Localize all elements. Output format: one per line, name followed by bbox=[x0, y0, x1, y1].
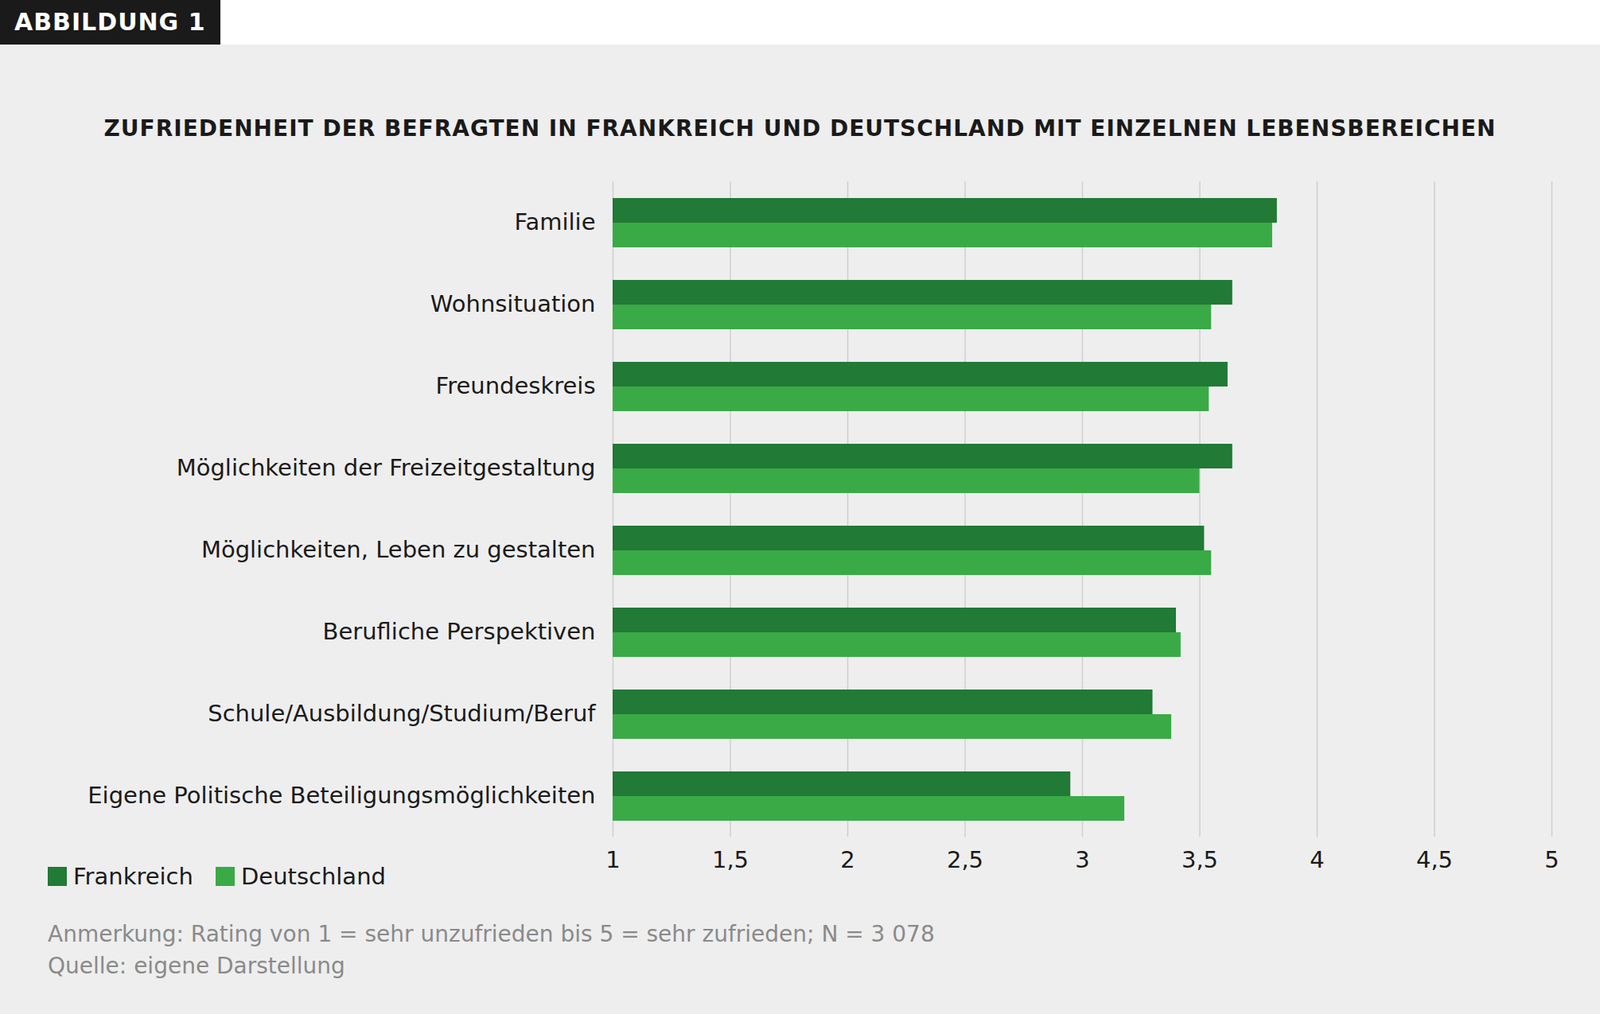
svg-text:Schule/Ausbildung/Studium/Beru: Schule/Ausbildung/Studium/Beruf bbox=[207, 700, 596, 728]
svg-text:5: 5 bbox=[1544, 846, 1559, 874]
svg-text:Freundeskreis: Freundeskreis bbox=[436, 372, 596, 400]
svg-text:1: 1 bbox=[605, 846, 620, 874]
svg-text:2,5: 2,5 bbox=[946, 846, 984, 874]
svg-text:Berufliche Perspektiven: Berufliche Perspektiven bbox=[323, 618, 596, 646]
svg-text:Familie: Familie bbox=[513, 208, 596, 236]
svg-text:4: 4 bbox=[1309, 846, 1324, 874]
html-text:Quelle: eigene Darstellung: Quelle: eigene Darstellung bbox=[47, 953, 346, 980]
svg-text:Wohnsituation: Wohnsituation bbox=[430, 290, 596, 318]
html-text:ABBILDUNG 1: ABBILDUNG 1 bbox=[14, 7, 206, 36]
svg-text:Eigene Politische Beteiligungs: Eigene Politische Beteiligungsmöglichkei… bbox=[87, 782, 596, 810]
html-text:ZUFRIEDENHEIT DER BEFRAGTEN IN: ZUFRIEDENHEIT DER BEFRAGTEN IN FRANKREIC… bbox=[103, 115, 1497, 142]
html-text:Anmerkung: Rating von 1 = sehr: Anmerkung: Rating von 1 = sehr unzufried… bbox=[47, 921, 935, 948]
svg-text:4,5: 4,5 bbox=[1416, 846, 1453, 874]
svg-text:Möglichkeiten, Leben zu gestal: Möglichkeiten, Leben zu gestalten bbox=[201, 536, 596, 564]
svg-text:3,5: 3,5 bbox=[1181, 846, 1219, 874]
svg-text:Möglichkeiten der Freizeitgest: Möglichkeiten der Freizeitgestaltung bbox=[176, 454, 596, 482]
html-text:Frankreich: Frankreich bbox=[73, 863, 194, 891]
svg-text:1,5: 1,5 bbox=[712, 846, 749, 874]
html-text:Deutschland: Deutschland bbox=[241, 863, 386, 891]
svg-text:3: 3 bbox=[1074, 846, 1090, 874]
svg-text:2: 2 bbox=[840, 846, 855, 874]
